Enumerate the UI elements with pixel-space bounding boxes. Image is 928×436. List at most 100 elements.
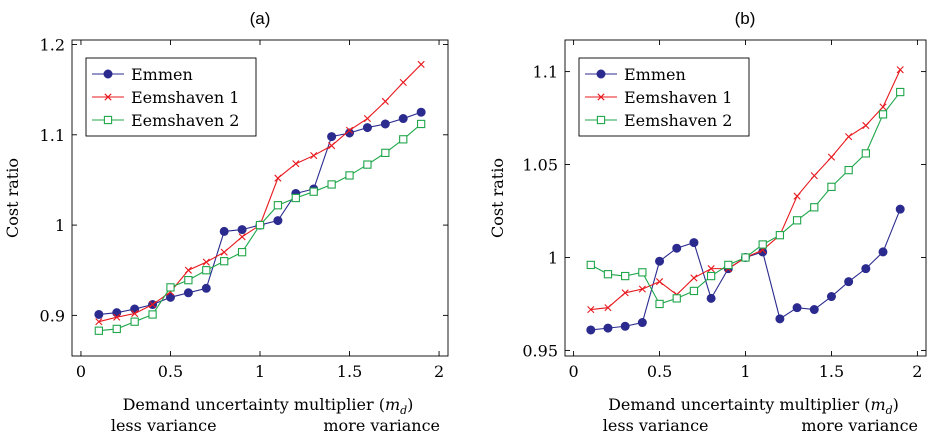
data-point (706, 271, 716, 281)
data-point (148, 310, 157, 319)
y-tick-label: 1.2 (40, 36, 65, 55)
data-point (861, 264, 871, 274)
data-point (148, 300, 157, 309)
data-point (586, 260, 595, 270)
data-point (219, 226, 229, 236)
data-point (844, 277, 854, 287)
data-point (255, 220, 265, 230)
data-point (94, 326, 104, 335)
data-point (896, 87, 905, 97)
data-point (273, 216, 283, 226)
legend-entry: Emmen (92, 65, 193, 84)
data-point (621, 271, 630, 281)
series-eemshaven-2 (94, 119, 426, 335)
data-point (237, 225, 247, 235)
more-variance-label: more variance (801, 416, 918, 435)
x-axis-label-text: Demand uncertainty multiplier ( (123, 395, 385, 414)
x-tick-label: 0 (76, 362, 86, 381)
data-point (220, 248, 228, 256)
data-point (586, 325, 596, 335)
data-point (879, 103, 887, 111)
x-tick-label: 2 (434, 362, 444, 381)
data-point (184, 266, 192, 274)
series-line (98, 111, 422, 316)
data-point (327, 180, 336, 189)
data-point (309, 187, 318, 196)
y-tick-label: 0.9 (40, 306, 65, 325)
data-point (381, 148, 390, 158)
series-eemshaven-2 (586, 87, 905, 309)
data-point (672, 243, 682, 253)
data-point (345, 128, 355, 138)
y-tick-label: 1 (55, 216, 65, 235)
data-point (166, 283, 175, 292)
data-point (237, 248, 247, 257)
data-point (417, 60, 425, 68)
x-tick-label: 1.5 (337, 362, 362, 381)
data-point (345, 126, 354, 134)
data-point (896, 66, 904, 74)
legend-marker (103, 115, 113, 125)
legend-label: Eemshaven 1 (624, 88, 732, 107)
data-point (792, 303, 802, 313)
x-axis-label-sub: d (886, 404, 893, 417)
data-point (689, 238, 699, 248)
data-point (416, 107, 426, 117)
data-point (398, 114, 408, 124)
data-point (637, 318, 647, 328)
more-variance-label: more variance (323, 416, 440, 435)
legend-marker (104, 93, 112, 101)
data-point (638, 268, 647, 277)
data-point (380, 119, 390, 129)
data-point (706, 293, 716, 303)
panel-label: (a) (250, 9, 271, 28)
data-point (827, 182, 836, 191)
data-point (112, 308, 122, 318)
data-point (165, 292, 175, 302)
x-tick-label: 0.5 (158, 362, 183, 381)
legend: Emmen Eemshaven 1 Eemshaven 2 (85, 57, 257, 137)
data-point (112, 324, 121, 334)
data-point (862, 121, 870, 130)
data-point (416, 119, 426, 129)
legend-entry: Eemshaven 1 (92, 88, 239, 107)
data-point (95, 318, 103, 326)
data-point (328, 142, 336, 150)
y-axis-label: Cost ratio (3, 158, 22, 238)
legend-label: Eemshaven 2 (131, 111, 239, 130)
data-point (363, 114, 372, 123)
data-point (655, 278, 664, 286)
x-tick-label: 1.5 (819, 362, 844, 381)
data-point (689, 286, 699, 296)
data-point (878, 247, 888, 257)
legend-marker (596, 115, 606, 125)
x-axis-label-close: ) (893, 395, 899, 414)
x-tick-label: 0.5 (647, 362, 672, 381)
legend-label: Eemshaven 2 (624, 111, 732, 130)
data-point (381, 97, 389, 105)
data-point (758, 240, 767, 249)
y-axis-label: Cost ratio (488, 158, 507, 238)
data-point (827, 153, 836, 161)
legend-label: Eemshaven 1 (131, 88, 239, 107)
data-point (655, 299, 664, 309)
legend-entry: Eemshaven 1 (585, 88, 732, 107)
legend-label: Emmen (131, 65, 193, 84)
series-emmen (94, 107, 426, 319)
data-point (362, 123, 372, 133)
x-axis-label-math: m (870, 395, 885, 414)
legend-entry: Eemshaven 2 (585, 111, 732, 130)
data-point (672, 294, 681, 303)
data-point (274, 174, 282, 182)
data-point (399, 78, 407, 87)
legend-entry: Eemshaven 2 (92, 111, 239, 130)
data-point (620, 321, 630, 331)
data-point (273, 201, 283, 210)
data-point (183, 288, 193, 298)
x-tick-label: 0 (569, 362, 579, 381)
data-point (741, 253, 750, 262)
y-tick-label: 1.05 (522, 156, 558, 175)
legend-marker (597, 93, 605, 101)
legend-marker (596, 69, 606, 79)
